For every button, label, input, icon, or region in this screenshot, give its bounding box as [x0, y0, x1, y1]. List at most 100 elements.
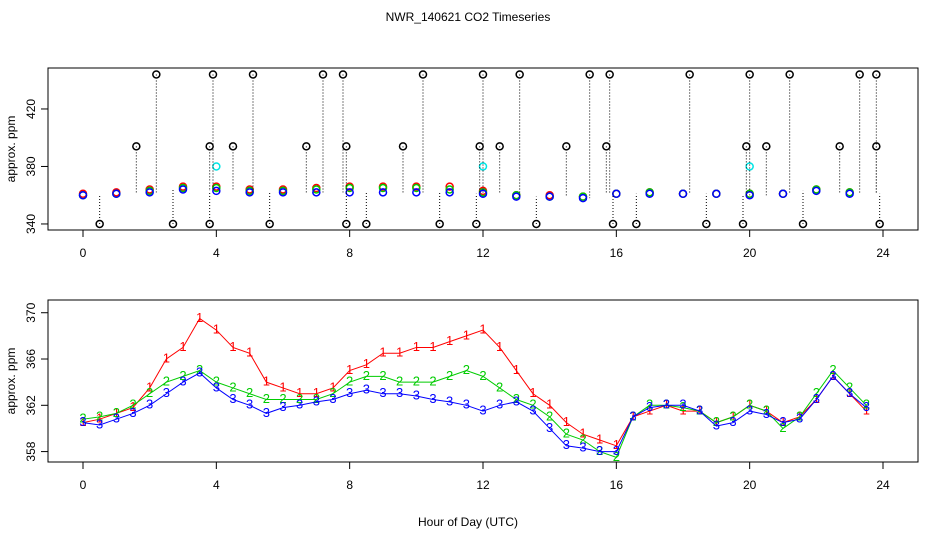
- point-symbol: 3: [163, 385, 170, 400]
- series-line: [82, 372, 867, 453]
- point: [478, 162, 488, 171]
- point-symbol: 1: [129, 399, 136, 414]
- x-tick-label: 4: [213, 478, 220, 492]
- point-symbol: 1: [446, 333, 453, 348]
- point-symbol: 1: [279, 379, 286, 394]
- point-symbol: 1: [363, 356, 370, 371]
- point-symbol: 3: [329, 391, 336, 406]
- point-symbol: 1: [263, 374, 270, 389]
- x-tick-label: 24: [876, 478, 890, 492]
- point: [378, 188, 388, 197]
- point-symbol: 3: [129, 405, 136, 420]
- series: [95, 70, 884, 229]
- point-symbol: 1: [529, 385, 536, 400]
- point-symbol: 3: [146, 397, 153, 412]
- point: [228, 142, 238, 151]
- point-symbol: 3: [446, 393, 453, 408]
- x-tick-label: 4: [213, 246, 220, 260]
- point: [212, 183, 221, 193]
- point-symbol: 2: [146, 385, 153, 400]
- x-tick-label: 8: [346, 246, 353, 260]
- point: [178, 185, 188, 194]
- point-symbol: 2: [696, 403, 703, 418]
- point: [312, 185, 321, 194]
- point: [302, 142, 311, 151]
- point: [378, 183, 388, 193]
- point-symbol: 2: [279, 391, 286, 406]
- point-symbol: 2: [863, 397, 870, 412]
- point-symbol: 3: [379, 385, 386, 400]
- point: [645, 189, 654, 199]
- point-symbol: 3: [679, 397, 686, 412]
- point-symbol: 3: [496, 397, 503, 412]
- point-symbol: 1: [163, 350, 170, 365]
- point: [345, 183, 354, 193]
- point: [152, 70, 161, 79]
- point-symbol: 3: [396, 385, 403, 400]
- y-axis-label: approx. ppm: [4, 116, 18, 183]
- point: [168, 219, 178, 229]
- series: [78, 185, 854, 203]
- point-symbol: 1: [663, 397, 670, 412]
- point-symbol: 3: [479, 403, 486, 418]
- point-symbol: 3: [796, 411, 803, 426]
- point-symbol: 2: [463, 362, 470, 377]
- series-line: [82, 317, 867, 447]
- point: [702, 219, 711, 229]
- point-symbol: 2: [513, 391, 520, 406]
- point-symbol: 2: [529, 397, 536, 412]
- point-symbol: 2: [596, 443, 603, 458]
- point: [875, 219, 884, 229]
- x-tick-label: 12: [476, 246, 490, 260]
- point-symbol: 2: [413, 374, 420, 389]
- point-symbol: 3: [663, 397, 670, 412]
- point-symbol: 2: [829, 362, 836, 377]
- point-symbol: 1: [96, 411, 103, 426]
- point: [532, 219, 541, 229]
- point-symbol: 2: [446, 368, 453, 383]
- point-symbol: 1: [596, 431, 603, 446]
- point: [435, 219, 444, 229]
- point-symbol: 2: [729, 408, 736, 423]
- point: [612, 189, 621, 199]
- point-symbol: 2: [579, 431, 586, 446]
- point-symbol: 2: [713, 414, 720, 429]
- point-symbol: 1: [746, 397, 753, 412]
- point-symbol: 1: [729, 408, 736, 423]
- point-symbol: 3: [613, 443, 620, 458]
- point: [762, 142, 771, 151]
- point-symbol: 2: [546, 408, 553, 423]
- point-symbol: 3: [746, 403, 753, 418]
- point-symbol: 3: [596, 443, 603, 458]
- point-symbol: 2: [246, 385, 253, 400]
- point-symbol: 1: [179, 339, 186, 354]
- y-tick-label: 362: [24, 395, 38, 415]
- point-symbol: 2: [763, 403, 770, 418]
- point: [738, 219, 748, 229]
- point-symbol: 1: [463, 327, 470, 342]
- point-symbol: 1: [496, 339, 503, 354]
- point-symbol: 1: [396, 345, 403, 360]
- point-symbol: 3: [763, 406, 770, 421]
- point-symbol: 1: [246, 345, 253, 360]
- point-symbol: 3: [846, 385, 853, 400]
- point: [95, 219, 104, 229]
- point: [798, 219, 808, 229]
- series-line: [82, 369, 867, 458]
- x-axis-label: Hour of Day (UTC): [418, 515, 518, 529]
- point: [132, 142, 141, 151]
- point-symbol: 2: [846, 379, 853, 394]
- point-symbol: 3: [413, 387, 420, 402]
- y-tick-label: 420: [24, 99, 38, 119]
- point-symbol: 3: [279, 399, 286, 414]
- point-symbol: 3: [646, 399, 653, 414]
- point: [515, 70, 524, 79]
- point-symbol: 1: [763, 403, 770, 418]
- point: [398, 142, 408, 151]
- point-symbol: 2: [679, 399, 686, 414]
- point-symbol: 2: [179, 368, 186, 383]
- point-symbol: 3: [313, 393, 320, 408]
- point: [265, 219, 274, 229]
- point: [212, 186, 221, 196]
